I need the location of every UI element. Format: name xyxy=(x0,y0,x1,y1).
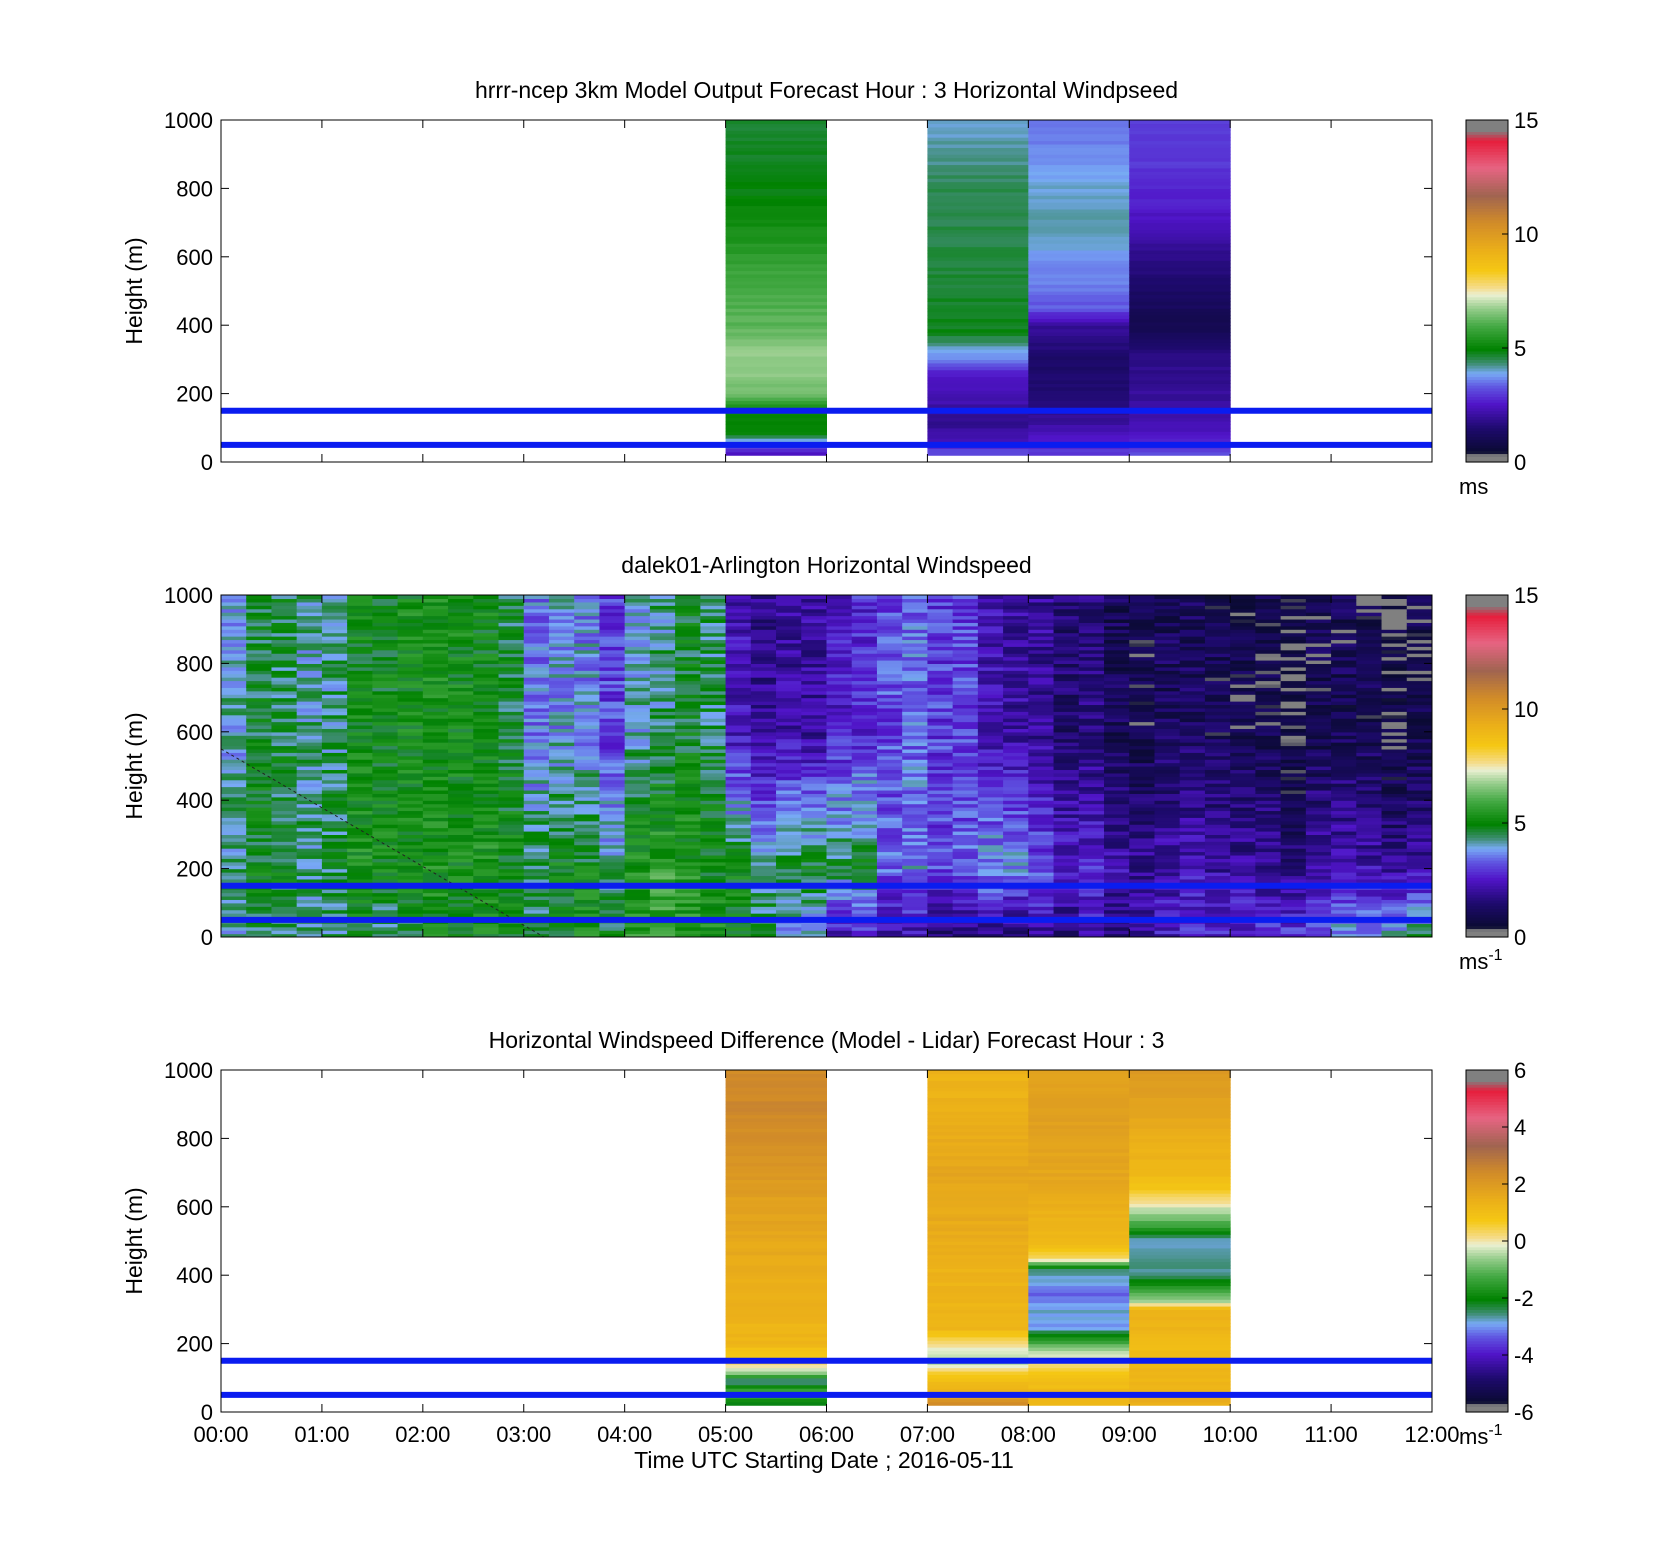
y-tick-label: 800 xyxy=(176,176,213,201)
y-tick-label: 400 xyxy=(176,788,213,813)
colorbar-tick-label: 0 xyxy=(1514,450,1526,475)
y-tick-label: 200 xyxy=(176,857,213,882)
y-tick-label: 800 xyxy=(176,1126,213,1151)
y-tick-label: 400 xyxy=(176,313,213,338)
colorbar-tick-label: -2 xyxy=(1514,1286,1534,1311)
colorbar-tick-label: 5 xyxy=(1514,811,1526,836)
colorbar-unit: ms xyxy=(1459,474,1488,499)
x-tick-label: 02:00 xyxy=(395,1422,450,1447)
y-tick-label: 0 xyxy=(201,450,213,475)
x-tick-label: 08:00 xyxy=(1001,1422,1056,1447)
x-tick-label: 11:00 xyxy=(1304,1422,1357,1447)
y-tick-label: 0 xyxy=(201,925,213,950)
y-axis-title: Height (m) xyxy=(121,237,147,344)
colorbar-tick-label: 6 xyxy=(1514,1058,1526,1083)
heatmap-cells xyxy=(725,120,1231,456)
x-tick-label: 07:00 xyxy=(900,1422,955,1447)
y-axis-title: Height (m) xyxy=(121,1187,147,1294)
y-tick-label: 0 xyxy=(201,1400,213,1425)
colorbar-tick-label: 15 xyxy=(1514,108,1538,133)
x-tick-label: 06:00 xyxy=(799,1422,854,1447)
model-column-2 xyxy=(927,120,1029,456)
x-tick-label: 10:00 xyxy=(1203,1422,1258,1447)
y-tick-label: 400 xyxy=(176,1263,213,1288)
colorbar: 0 5 10 15 ms xyxy=(1459,108,1538,499)
panel-3: 00:00 01:00 02:00 03:00 04:00 05:00 06:00 07:00… xyxy=(121,1027,1534,1449)
y-tick-label: 200 xyxy=(176,1332,213,1357)
y-tick-label: 1000 xyxy=(164,1058,213,1083)
colorbar-unit: ms-1 xyxy=(1459,947,1503,974)
y-tick-label: 800 xyxy=(176,651,213,676)
colorbar-tick-label: 10 xyxy=(1514,222,1538,247)
panel-2: 0 200 400 600 800 1000 Height (m) dalek01-Arlin… xyxy=(121,552,1538,974)
y-axis-title: Height (m) xyxy=(121,712,147,819)
x-tick-label: 04:00 xyxy=(597,1422,652,1447)
x-tick-label: 00:00 xyxy=(193,1422,248,1447)
model-column-4 xyxy=(1129,1070,1231,1406)
model-column-1 xyxy=(725,120,827,456)
colorbar-tick-label: 15 xyxy=(1514,583,1538,608)
x-tick-label: 03:00 xyxy=(496,1422,551,1447)
x-tick-label: 12:00 xyxy=(1404,1422,1459,1447)
diagonal-artifact-line xyxy=(221,748,545,937)
panel-title: dalek01-Arlington Horizontal Windspeed xyxy=(621,552,1031,578)
panel-title: hrrr-ncep 3km Model Output Forecast Hour… xyxy=(475,77,1178,103)
x-axis-title: Time UTC Starting Date ; 2016-05-11 xyxy=(634,1447,1014,1473)
x-tick-label: 05:00 xyxy=(698,1422,753,1447)
y-tick-label: 1000 xyxy=(164,583,213,608)
y-tick-label: 1000 xyxy=(164,108,213,133)
y-tick-label: 600 xyxy=(176,1195,213,1220)
colorbar-tick-label: 4 xyxy=(1514,1115,1526,1140)
x-tick-label: 01:00 xyxy=(294,1422,349,1447)
y-tick-label: 600 xyxy=(176,720,213,745)
x-tick-label: 09:00 xyxy=(1102,1422,1157,1447)
colorbar-tick-label: -4 xyxy=(1514,1343,1534,1368)
model-column-4 xyxy=(1129,120,1231,456)
model-column-2 xyxy=(927,1070,1029,1406)
colorbar-tick-label: 2 xyxy=(1514,1172,1526,1197)
colorbar-tick-label: -6 xyxy=(1514,1400,1534,1425)
panel-1: 0 200 400 600 800 1000 Height (m) hrrr-ncep 3km… xyxy=(121,77,1538,499)
colorbar-tick-label: 5 xyxy=(1514,336,1526,361)
heatmap-cells xyxy=(725,1070,1231,1406)
model-column-3 xyxy=(1028,1070,1130,1406)
colorbar-tick-label: 10 xyxy=(1514,697,1538,722)
panel-title: Horizontal Windspeed Difference (Model -… xyxy=(489,1027,1165,1053)
colorbar-tick-label: 0 xyxy=(1514,1229,1526,1254)
colorbar: -6 -4 -2 0 2 4 6 ms-1 xyxy=(1459,1058,1534,1449)
model-column-3 xyxy=(1028,120,1130,456)
colorbar-tick-label: 0 xyxy=(1514,925,1526,950)
model-column-1 xyxy=(725,1070,827,1406)
y-tick-label: 200 xyxy=(176,382,213,407)
colorbar-unit: ms-1 xyxy=(1459,1422,1503,1449)
y-tick-label: 600 xyxy=(176,245,213,270)
colorbar: 0 5 10 15 ms-1 xyxy=(1459,583,1538,974)
